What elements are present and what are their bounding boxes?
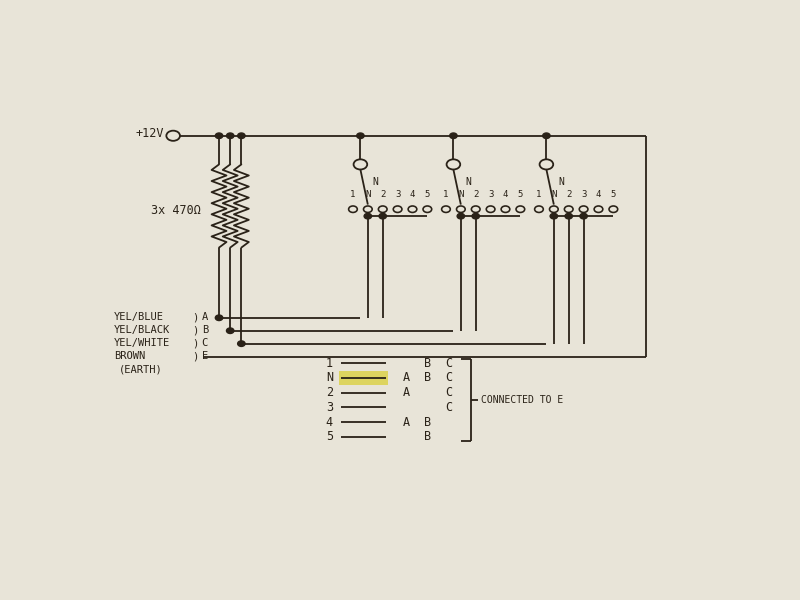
Text: 4: 4 — [410, 190, 415, 199]
Text: 2: 2 — [473, 190, 478, 199]
Text: 3x 470Ω: 3x 470Ω — [151, 204, 201, 217]
Circle shape — [550, 214, 558, 219]
Text: 5: 5 — [518, 190, 523, 199]
Circle shape — [238, 133, 245, 139]
Text: N: N — [466, 177, 472, 187]
Text: 1: 1 — [350, 190, 356, 199]
Text: N: N — [458, 190, 463, 199]
Circle shape — [472, 214, 479, 219]
Text: B: B — [424, 430, 431, 443]
Text: BROWN: BROWN — [114, 350, 145, 361]
Text: ): ) — [192, 352, 198, 362]
Text: 1: 1 — [443, 190, 449, 199]
Text: YEL/BLUE: YEL/BLUE — [114, 312, 164, 322]
Text: 5: 5 — [610, 190, 616, 199]
Text: N: N — [551, 190, 557, 199]
Text: C: C — [445, 356, 452, 370]
Circle shape — [379, 214, 386, 219]
Text: N: N — [558, 177, 565, 187]
Text: B: B — [424, 416, 431, 428]
Text: (EARTH): (EARTH) — [118, 365, 162, 374]
Text: 1: 1 — [536, 190, 542, 199]
Text: CONNECTED TO E: CONNECTED TO E — [481, 395, 563, 405]
Text: C: C — [445, 401, 452, 414]
Text: 5: 5 — [326, 430, 333, 443]
Text: 3: 3 — [581, 190, 586, 199]
Text: 4: 4 — [326, 416, 333, 428]
Text: A: A — [402, 371, 410, 385]
Text: 2: 2 — [326, 386, 333, 399]
Text: 5: 5 — [425, 190, 430, 199]
Text: N: N — [373, 177, 378, 187]
Circle shape — [450, 133, 457, 139]
Text: B: B — [424, 356, 431, 370]
Text: 3: 3 — [395, 190, 400, 199]
Text: E: E — [202, 350, 208, 361]
Circle shape — [457, 214, 465, 219]
Text: B: B — [424, 371, 431, 385]
Text: ): ) — [192, 326, 198, 336]
Text: N: N — [326, 371, 333, 385]
Text: +12V: +12V — [136, 127, 165, 140]
Text: 4: 4 — [596, 190, 601, 199]
Text: 3: 3 — [488, 190, 494, 199]
Text: 2: 2 — [380, 190, 386, 199]
Text: ): ) — [192, 338, 198, 349]
Bar — [338, 371, 388, 385]
Text: A: A — [402, 386, 410, 399]
Text: 4: 4 — [502, 190, 508, 199]
Text: C: C — [202, 338, 208, 348]
Circle shape — [215, 315, 222, 320]
Text: YEL/BLACK: YEL/BLACK — [114, 325, 170, 335]
Text: A: A — [202, 312, 208, 322]
Circle shape — [580, 214, 587, 219]
Text: A: A — [402, 416, 410, 428]
Circle shape — [565, 214, 573, 219]
Text: 3: 3 — [326, 401, 333, 414]
Circle shape — [542, 133, 550, 139]
Text: B: B — [202, 325, 208, 335]
Text: ): ) — [192, 313, 198, 323]
Text: C: C — [445, 371, 452, 385]
Circle shape — [226, 133, 234, 139]
Text: N: N — [365, 190, 370, 199]
Text: 1: 1 — [326, 356, 333, 370]
Text: C: C — [445, 386, 452, 399]
Circle shape — [364, 214, 371, 219]
Circle shape — [215, 133, 222, 139]
Circle shape — [226, 328, 234, 334]
Circle shape — [238, 341, 245, 346]
Text: 2: 2 — [566, 190, 571, 199]
Circle shape — [357, 133, 364, 139]
Text: YEL/WHITE: YEL/WHITE — [114, 338, 170, 348]
